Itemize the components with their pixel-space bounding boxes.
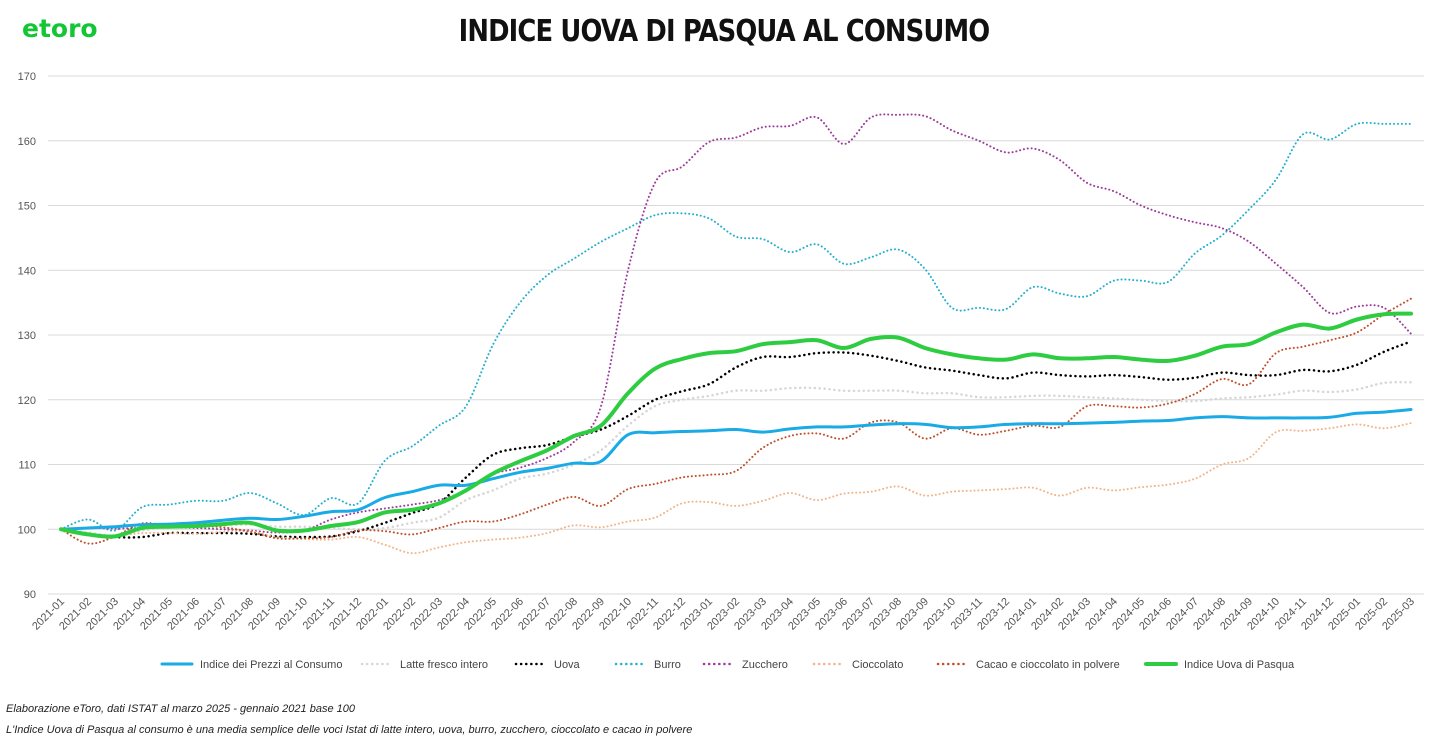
series-line-indice-dei-prezzi-al-consumo: [59, 408, 1413, 531]
method-note: L'Indice Uova di Pasqua al consumo è una…: [6, 724, 693, 736]
legend-label: Cioccolato: [852, 659, 903, 671]
legend-label: Indice Uova di Pasqua: [1184, 659, 1295, 671]
y-tick-label: 170: [18, 71, 36, 83]
y-tick-label: 140: [18, 265, 36, 277]
y-tick-label: 90: [24, 589, 36, 601]
legend-label: Uova: [554, 659, 581, 671]
y-tick-label: 100: [18, 524, 36, 536]
y-tick-label: 120: [18, 395, 36, 407]
series-line-zucchero: [60, 113, 1412, 534]
series-line-indice-uova-di-pasqua: [59, 311, 1413, 539]
series-line-latte-fresco-intero: [59, 380, 1413, 537]
series-line-uova: [59, 340, 1413, 539]
legend-label: Indice dei Prezzi al Consumo: [200, 659, 342, 671]
series-line-burro: [60, 121, 1412, 532]
y-tick-label: 150: [18, 201, 36, 213]
series-line-cioccolato: [60, 422, 1412, 555]
y-tick-label: 160: [18, 136, 36, 148]
legend-label: Zucchero: [742, 659, 788, 671]
legend-label: Burro: [654, 659, 681, 671]
legend-label: Cacao e cioccolato in polvere: [976, 659, 1120, 671]
etoro-logo: etoro: [22, 14, 98, 43]
series-line-cacao-e-cioccolato-in-polvere: [60, 297, 1412, 545]
source-note: Elaborazione eToro, dati ISTAT al marzo …: [6, 703, 355, 715]
y-tick-label: 110: [18, 460, 36, 472]
line-chart: 901001101201301401501601702021-012021-02…: [18, 71, 1424, 671]
legend-label: Latte fresco intero: [400, 659, 488, 671]
chart-title: INDICE UOVA DI PASQUA AL CONSUMO: [458, 14, 991, 49]
y-tick-label: 130: [18, 330, 36, 342]
